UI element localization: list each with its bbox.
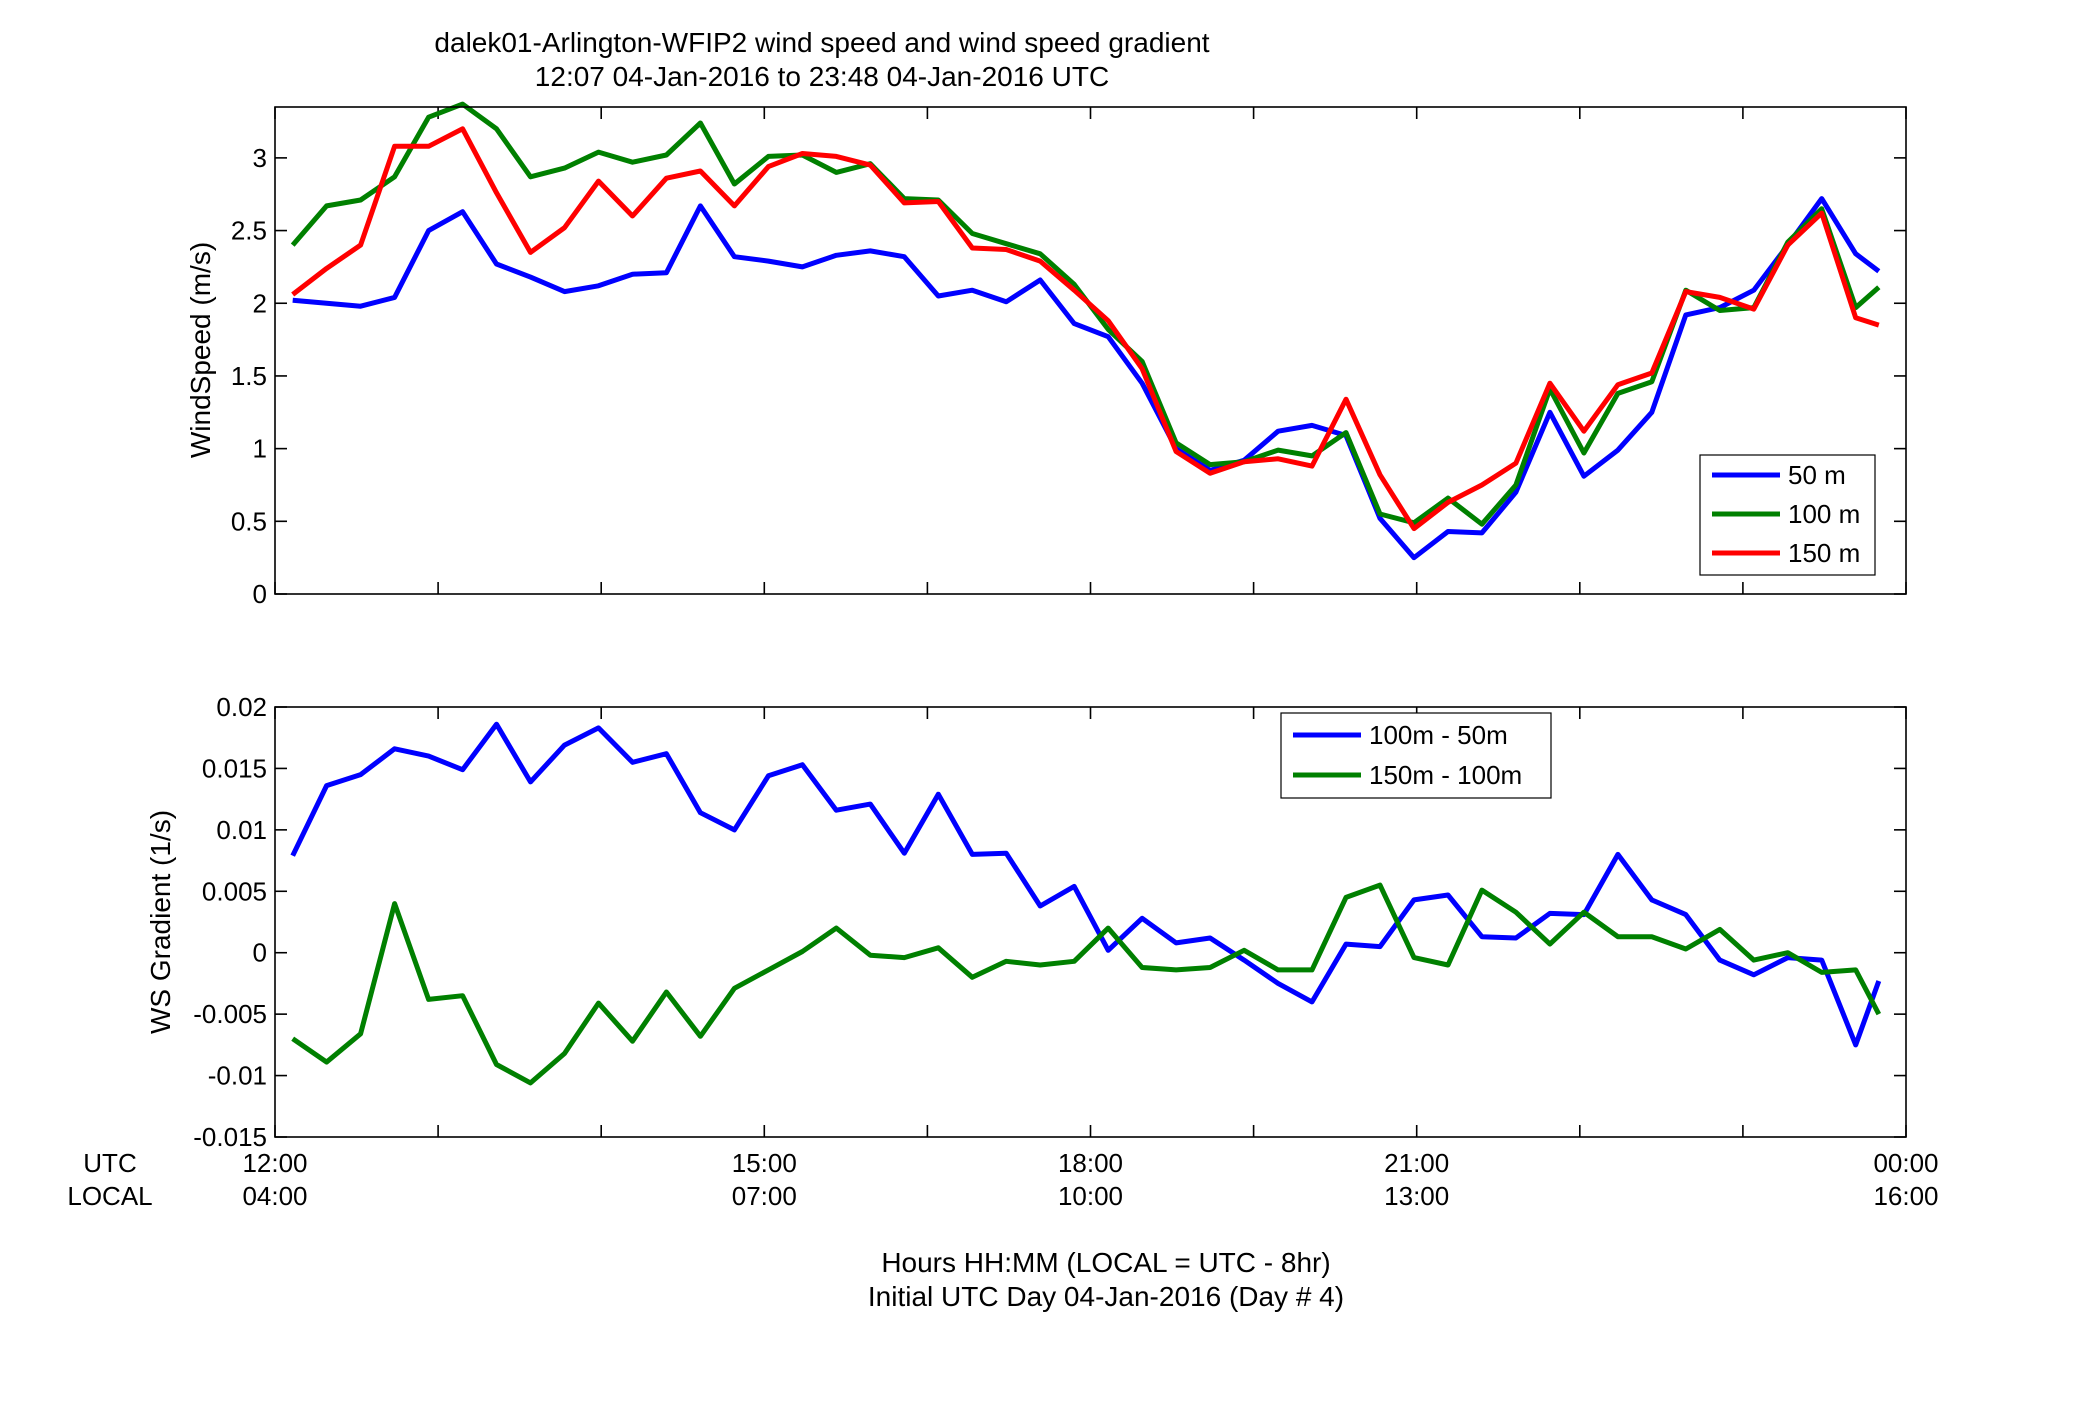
gradient-y-axis-label: WS Gradient (1/s) [145, 810, 176, 1034]
windspeed-ytick-label: 2 [253, 288, 267, 318]
windspeed-panel: 0 0.5 1 1.5 2 2.5 3 WindSpeed (m/s) 50 m 100 m… [185, 101, 1907, 609]
windspeed-series-line-150-m [291, 126, 1880, 532]
gradient-ytick-label: 0.02 [216, 692, 267, 722]
legend-label-100m-50m: 100m - 50m [1369, 720, 1508, 750]
x-axis-label-line-1: Hours HH:MM (LOCAL = UTC - 8hr) [881, 1247, 1330, 1278]
gradient-legend-box [1280, 712, 1552, 799]
windspeed-ytick-label: 1.5 [231, 361, 267, 391]
gradient-ytick-label: -0.015 [193, 1122, 267, 1152]
xtick-label-local: 10:00 [1058, 1181, 1123, 1211]
gradient-axes-frame [274, 706, 1907, 1138]
windspeed-ytick-labels: 0 0.5 1 1.5 2 2.5 3 [231, 143, 267, 609]
windspeed-ytick-label: 2.5 [231, 216, 267, 246]
xtick-label-local: 16:00 [1873, 1181, 1938, 1211]
windspeed-series [290, 101, 1881, 561]
figure-title-line-1: dalek01-Arlington-WFIP2 wind speed and w… [434, 27, 1209, 58]
row-label-utc: UTC [83, 1148, 136, 1178]
windspeed-ytick-label: 1 [253, 434, 267, 464]
x-axis-label-line-2: Initial UTC Day 04-Jan-2016 (Day # 4) [868, 1281, 1344, 1312]
gradient-ytick-label: 0.005 [202, 876, 267, 906]
xtick-label-utc: 21:00 [1384, 1148, 1449, 1178]
gradient-ytick-labels: -0.015 -0.01 -0.005 0 0.005 0.01 0.015 0.02 [193, 692, 267, 1152]
gradient-panel: -0.015 -0.01 -0.005 0 0.005 0.01 0.015 0.02 WS … [145, 692, 1907, 1152]
xtick-label-utc: 18:00 [1058, 1148, 1123, 1178]
windspeed-series-line-100-m [290, 101, 1881, 527]
figure-title-line-2: 12:07 04-Jan-2016 to 23:48 04-Jan-2016 U… [535, 61, 1109, 92]
gradient-legend: 100m - 50m 150m - 100m [1280, 712, 1552, 799]
xtick-label-utc: 12:00 [242, 1148, 307, 1178]
gradient-ytick-label: -0.005 [193, 999, 267, 1029]
xtick-label-utc: 15:00 [732, 1148, 797, 1178]
gradient-series [290, 721, 1882, 1086]
xtick-label-local: 04:00 [242, 1181, 307, 1211]
gradient-ytick-label: 0.01 [216, 815, 267, 845]
row-label-local: LOCAL [67, 1181, 152, 1211]
legend-label-100m: 100 m [1788, 499, 1860, 529]
windspeed-ytick-label: 0 [253, 579, 267, 609]
windspeed-y-axis-label: WindSpeed (m/s) [185, 242, 216, 458]
gradient-series-line-150m-100m [291, 882, 1882, 1086]
windspeed-series-line-50-m [292, 196, 1881, 561]
xtick-label-local: 13:00 [1384, 1181, 1449, 1211]
legend-label-50m: 50 m [1788, 460, 1846, 490]
windspeed-axes-frame [274, 106, 1907, 595]
xtick-label-utc: 00:00 [1873, 1148, 1938, 1178]
windspeed-ytick-label: 0.5 [231, 506, 267, 536]
gradient-ytick-label: 0 [253, 938, 267, 968]
legend-label-150m: 150 m [1788, 538, 1860, 568]
windspeed-legend: 50 m 100 m 150 m [1699, 454, 1876, 576]
gradient-series-line-100m-50m [290, 721, 1882, 1048]
legend-label-150m-100m: 150m - 100m [1369, 760, 1522, 790]
xtick-label-local: 07:00 [732, 1181, 797, 1211]
gradient-ytick-label: -0.01 [208, 1061, 267, 1091]
windspeed-ytick-label: 3 [253, 143, 267, 173]
gradient-ytick-label: 0.015 [202, 753, 267, 783]
